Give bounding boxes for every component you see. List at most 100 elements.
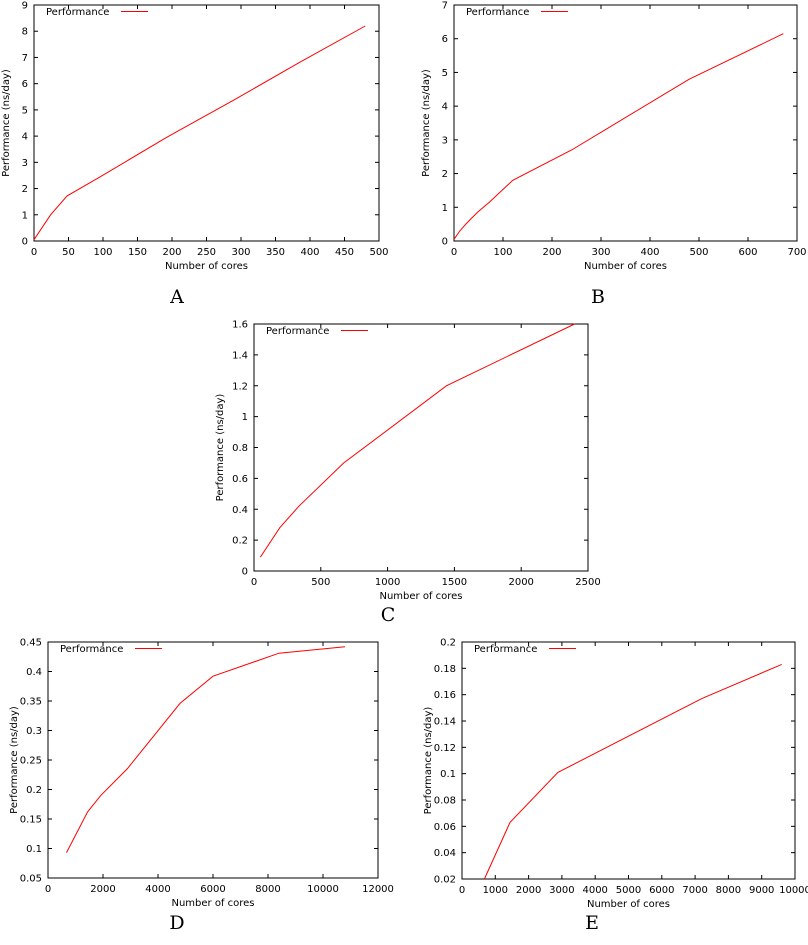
chart-e-x-tick-label: 5000 xyxy=(616,885,641,896)
chart-e-y-tick-label: 0.06 xyxy=(434,822,456,833)
chart-d-y-tick-label: 0.2 xyxy=(26,785,42,796)
chart-c-legend-label: Performance xyxy=(266,326,329,337)
chart-b-y-tick-label: 7 xyxy=(442,1,448,12)
chart-d-x-tick-label: 8000 xyxy=(255,884,280,895)
chart-e: 0 1000 2000 3000 4000 5000 6000 7000 8000 9000 100… xyxy=(423,638,808,911)
caption-e: E xyxy=(585,912,599,934)
chart-a: 0 50 100 150 200 250 300 350 400 450 500 0 1 2 3 4 5 6 7 8 9… xyxy=(1,1,389,273)
chart-c-y-tick-label: 1.6 xyxy=(232,320,248,331)
chart-c-x-tick-label: 1500 xyxy=(442,577,467,588)
chart-d-series-line-performance xyxy=(66,646,346,853)
chart-panel-b: 0 100 200 300 400 500 600 700 0 1 2 3 4 5 6 7 Number of … xyxy=(400,0,808,275)
chart-b-y-axis-label: Performance (ns/day) xyxy=(421,69,432,177)
chart-e-x-tick-label: 7000 xyxy=(682,885,707,896)
chart-e-y-tick-label: 0.18 xyxy=(434,664,456,675)
chart-a-x-tick-label: 0 xyxy=(31,247,37,258)
chart-e-y-tick-label: 0.14 xyxy=(434,717,456,728)
chart-b-x-tick-label: 500 xyxy=(689,247,708,258)
chart-b-legend-label: Performance xyxy=(466,7,529,18)
chart-b-x-tick-label: 600 xyxy=(738,247,757,258)
chart-d-y-tick-label: 0.15 xyxy=(20,815,42,826)
chart-e-series-line-performance xyxy=(483,663,782,880)
chart-b-y-tick-label: 2 xyxy=(442,169,448,180)
chart-e-x-tick-label: 4000 xyxy=(582,885,607,896)
chart-a-y-tick-label: 7 xyxy=(22,53,28,64)
chart-b-x-tick-label: 300 xyxy=(591,247,610,258)
chart-a-y-tick-label: 3 xyxy=(22,158,28,169)
caption-a: A xyxy=(170,286,184,308)
chart-d-y-tick-label: 0.35 xyxy=(20,697,42,708)
chart-e-x-tick-label: 8000 xyxy=(716,885,741,896)
chart-e-y-tick-label: 0.02 xyxy=(434,875,456,886)
chart-e-x-tick-label: 1000 xyxy=(483,885,508,896)
chart-e-y-tick-label: 0.12 xyxy=(434,743,456,754)
chart-d-y-axis-label: Performance (ns/day) xyxy=(9,706,20,814)
chart-a-x-tick-label: 450 xyxy=(335,247,354,258)
chart-a-y-tick-label: 8 xyxy=(22,27,28,38)
chart-c-y-tick-label: 0.8 xyxy=(232,443,248,454)
chart-a-plot-frame xyxy=(33,4,380,242)
chart-b-x-tick-label: 100 xyxy=(493,247,512,258)
chart-a-x-tick-label: 300 xyxy=(231,247,250,258)
chart-b-x-tick-label: 200 xyxy=(542,247,561,258)
chart-e-x-tick-label: 2000 xyxy=(516,885,541,896)
chart-e-y-tick-label: 0.1 xyxy=(440,769,456,780)
chart-d: 0 2000 4000 6000 8000 10000 12000 0.05 0.1 0.15 0.… xyxy=(9,638,394,910)
chart-d-x-tick-label: 10000 xyxy=(307,884,339,895)
chart-c-y-tick-label: 0.4 xyxy=(232,505,248,516)
chart-b-series-line-performance xyxy=(453,33,784,240)
chart-e-x-tick-label: 3000 xyxy=(549,885,574,896)
chart-e-x-axis-label: Number of cores xyxy=(587,899,670,910)
chart-c-plot-frame xyxy=(253,323,589,572)
chart-b-y-tick-label: 4 xyxy=(442,102,448,113)
caption-d: D xyxy=(169,912,185,934)
chart-e-x-tick-label: 9000 xyxy=(749,885,774,896)
chart-a-y-axis-label: Performance (ns/day) xyxy=(1,69,12,177)
chart-b-y-tick-label: 0 xyxy=(442,237,448,248)
chart-a-x-tick-label: 350 xyxy=(266,247,285,258)
chart-a-y-tick-label: 2 xyxy=(22,184,28,195)
chart-c-y-tick-label: 0 xyxy=(242,567,248,578)
chart-c-y-tick-label: 1.2 xyxy=(232,381,248,392)
chart-d-plot-frame xyxy=(47,641,379,879)
chart-d-x-axis-label: Number of cores xyxy=(171,898,254,909)
chart-e-legend-label: Performance xyxy=(474,644,537,655)
chart-d-legend-label: Performance xyxy=(60,644,123,655)
chart-a-y-tick-label: 1 xyxy=(22,210,28,221)
chart-c-x-tick-label: 1000 xyxy=(375,577,400,588)
chart-e-x-tick-label: 0 xyxy=(459,885,465,896)
chart-b-y-tick-label: 5 xyxy=(442,68,448,79)
chart-c-x-tick-label: 0 xyxy=(251,577,257,588)
chart-b-y-tick-label: 1 xyxy=(442,203,448,214)
chart-d-y-tick-label: 0.25 xyxy=(20,756,42,767)
chart-e-y-axis-label: Performance (ns/day) xyxy=(423,707,434,815)
chart-a-x-tick-label: 50 xyxy=(62,247,75,258)
chart-a-x-tick-label: 150 xyxy=(128,247,147,258)
chart-b-y-tick-label: 3 xyxy=(442,135,448,146)
chart-c-y-axis-label: Performance (ns/day) xyxy=(215,394,226,502)
chart-a-y-tick-label: 5 xyxy=(22,105,28,116)
chart-c-x-tick-label: 2000 xyxy=(508,577,533,588)
chart-c-y-tick-label: 0.2 xyxy=(232,536,248,547)
chart-d-y-tick-label: 0.4 xyxy=(26,667,42,678)
chart-e-x-tick-label: 10000 xyxy=(779,885,808,896)
chart-d-x-tick-label: 12000 xyxy=(362,884,394,895)
chart-e-y-tick-label: 0.08 xyxy=(434,796,456,807)
chart-e-plot-frame xyxy=(461,641,796,880)
chart-b-x-tick-label: 700 xyxy=(787,247,806,258)
chart-panel-d: 0 2000 4000 6000 8000 10000 12000 0.05 0.1 0.15 0.… xyxy=(0,635,400,910)
chart-b-y-tick-label: 6 xyxy=(442,34,448,45)
chart-c-x-tick-label: 2500 xyxy=(575,577,600,588)
chart-c: 0 500 1000 1500 2000 2500 0 0.2 0.4 0.6 0.8 1 1.2 1.4… xyxy=(215,320,601,603)
chart-e-y-tick-label: 0.2 xyxy=(440,638,456,649)
chart-c-x-axis-label: Number of cores xyxy=(379,591,462,602)
chart-d-y-tick-label: 0.45 xyxy=(20,638,42,649)
chart-d-y-tick-label: 0.05 xyxy=(20,874,42,885)
chart-b: 0 100 200 300 400 500 600 700 0 1 2 3 4 5 6 7 Number of … xyxy=(421,1,807,273)
chart-c-y-tick-label: 0.6 xyxy=(232,474,248,485)
chart-c-y-tick-label: 1.4 xyxy=(232,350,248,361)
chart-d-x-tick-label: 0 xyxy=(45,884,51,895)
chart-b-x-tick-label: 0 xyxy=(451,247,457,258)
chart-d-x-tick-label: 4000 xyxy=(145,884,170,895)
chart-a-y-tick-label: 9 xyxy=(22,1,28,12)
